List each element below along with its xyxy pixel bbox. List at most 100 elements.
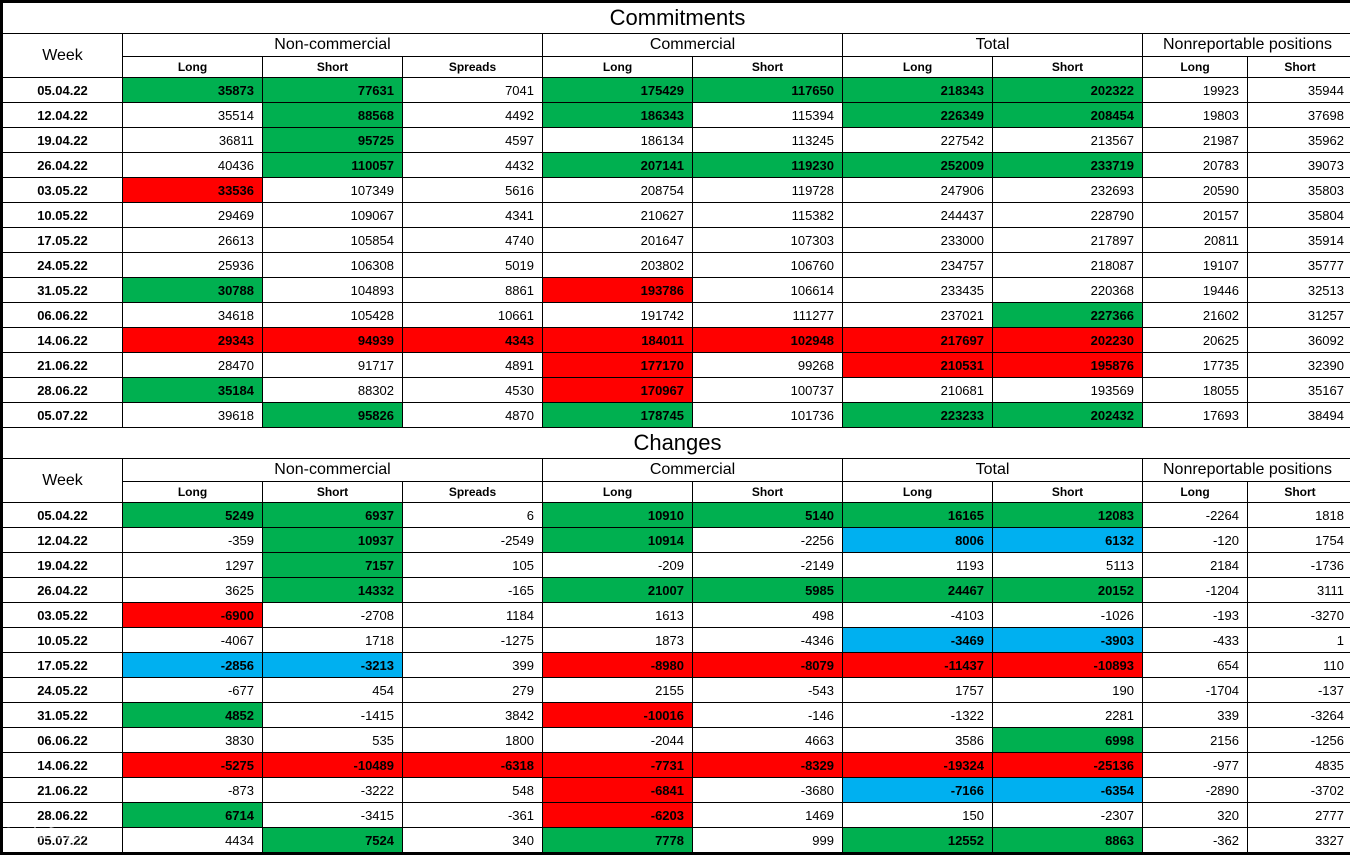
sub-short: Short bbox=[693, 482, 843, 503]
data-cell: -2856 bbox=[123, 653, 263, 678]
data-cell: -977 bbox=[1143, 753, 1248, 778]
data-cell: 29343 bbox=[123, 328, 263, 353]
data-cell: 17693 bbox=[1143, 403, 1248, 428]
data-cell: 548 bbox=[403, 778, 543, 803]
data-cell: 339 bbox=[1143, 703, 1248, 728]
data-cell: 237021 bbox=[843, 303, 993, 328]
data-cell: 19107 bbox=[1143, 253, 1248, 278]
data-cell: -2149 bbox=[693, 553, 843, 578]
table-row: 05.04.225249693761091051401616512083-226… bbox=[3, 503, 1350, 528]
sub-spreads: Spreads bbox=[403, 57, 543, 78]
data-cell: -8079 bbox=[693, 653, 843, 678]
data-cell: 20625 bbox=[1143, 328, 1248, 353]
data-cell: 3842 bbox=[403, 703, 543, 728]
data-cell: 6 bbox=[403, 503, 543, 528]
group-total: Total bbox=[843, 34, 1143, 57]
table-row: 12.04.2235514885684492186343115394226349… bbox=[3, 103, 1350, 128]
data-cell: 39073 bbox=[1248, 153, 1350, 178]
data-cell: 100737 bbox=[693, 378, 843, 403]
data-cell: 4530 bbox=[403, 378, 543, 403]
data-cell: 2281 bbox=[993, 703, 1143, 728]
data-cell: 4597 bbox=[403, 128, 543, 153]
data-cell: 210531 bbox=[843, 353, 993, 378]
data-cell: 233435 bbox=[843, 278, 993, 303]
data-cell: 24467 bbox=[843, 578, 993, 603]
data-cell: -7166 bbox=[843, 778, 993, 803]
data-cell: 999 bbox=[693, 828, 843, 853]
data-cell: -2708 bbox=[263, 603, 403, 628]
data-cell: 3625 bbox=[123, 578, 263, 603]
week-cell: 21.06.22 bbox=[3, 778, 123, 803]
week-cell: 28.06.22 bbox=[3, 378, 123, 403]
data-cell: 1873 bbox=[543, 628, 693, 653]
data-cell: 232693 bbox=[993, 178, 1143, 203]
sub-short: Short bbox=[693, 57, 843, 78]
data-cell: 20157 bbox=[1143, 203, 1248, 228]
group-noncommercial: Non-commercial bbox=[123, 34, 543, 57]
data-cell: 19446 bbox=[1143, 278, 1248, 303]
data-cell: 184011 bbox=[543, 328, 693, 353]
table-row: 24.05.22-6774542792155-5431757190-1704-1… bbox=[3, 678, 1350, 703]
data-cell: -1026 bbox=[993, 603, 1143, 628]
data-cell: 107303 bbox=[693, 228, 843, 253]
data-cell: 1297 bbox=[123, 553, 263, 578]
data-cell: 454 bbox=[263, 678, 403, 703]
data-cell: 91717 bbox=[263, 353, 403, 378]
data-cell: 20811 bbox=[1143, 228, 1248, 253]
data-cell: 40436 bbox=[123, 153, 263, 178]
data-cell: 25936 bbox=[123, 253, 263, 278]
sub-short: Short bbox=[1248, 57, 1350, 78]
data-cell: 35873 bbox=[123, 78, 263, 103]
data-cell: -3270 bbox=[1248, 603, 1350, 628]
data-cell: 340 bbox=[403, 828, 543, 853]
data-cell: 175429 bbox=[543, 78, 693, 103]
data-cell: 202322 bbox=[993, 78, 1143, 103]
data-cell: -3702 bbox=[1248, 778, 1350, 803]
week-cell: 12.04.22 bbox=[3, 528, 123, 553]
data-cell: 35514 bbox=[123, 103, 263, 128]
group-total: Total bbox=[843, 459, 1143, 482]
data-cell: -2264 bbox=[1143, 503, 1248, 528]
data-cell: -165 bbox=[403, 578, 543, 603]
data-cell: -8980 bbox=[543, 653, 693, 678]
table-row: 14.06.22-5275-10489-6318-7731-8329-19324… bbox=[3, 753, 1350, 778]
data-cell: 105854 bbox=[263, 228, 403, 253]
data-cell: 202230 bbox=[993, 328, 1143, 353]
table-row: 10.05.22-40671718-12751873-4346-3469-390… bbox=[3, 628, 1350, 653]
data-cell: 113245 bbox=[693, 128, 843, 153]
data-cell: -146 bbox=[693, 703, 843, 728]
data-cell: -3415 bbox=[263, 803, 403, 828]
week-cell: 03.05.22 bbox=[3, 178, 123, 203]
week-cell: 31.05.22 bbox=[3, 278, 123, 303]
data-cell: 35777 bbox=[1248, 253, 1350, 278]
data-cell: 5113 bbox=[993, 553, 1143, 578]
data-cell: 106308 bbox=[263, 253, 403, 278]
data-cell: 31257 bbox=[1248, 303, 1350, 328]
sub-long: Long bbox=[843, 482, 993, 503]
commitments-table: Commitments Week Non-commercial Commerci… bbox=[2, 2, 1350, 853]
data-cell: -10489 bbox=[263, 753, 403, 778]
sub-long: Long bbox=[543, 482, 693, 503]
data-cell: 6132 bbox=[993, 528, 1143, 553]
data-cell: 20590 bbox=[1143, 178, 1248, 203]
sub-short: Short bbox=[263, 57, 403, 78]
data-cell: -3213 bbox=[263, 653, 403, 678]
data-cell: -3222 bbox=[263, 778, 403, 803]
data-cell: 19803 bbox=[1143, 103, 1248, 128]
data-cell: 244437 bbox=[843, 203, 993, 228]
data-cell: 1469 bbox=[693, 803, 843, 828]
data-cell: 2155 bbox=[543, 678, 693, 703]
data-cell: -873 bbox=[123, 778, 263, 803]
sub-long: Long bbox=[1143, 57, 1248, 78]
data-cell: 4492 bbox=[403, 103, 543, 128]
data-cell: 10910 bbox=[543, 503, 693, 528]
data-cell: 102948 bbox=[693, 328, 843, 353]
data-cell: 218087 bbox=[993, 253, 1143, 278]
data-cell: -6900 bbox=[123, 603, 263, 628]
sub-short: Short bbox=[1248, 482, 1350, 503]
data-cell: 2156 bbox=[1143, 728, 1248, 753]
data-cell: 654 bbox=[1143, 653, 1248, 678]
data-cell: 105428 bbox=[263, 303, 403, 328]
data-cell: 10914 bbox=[543, 528, 693, 553]
data-cell: 2184 bbox=[1143, 553, 1248, 578]
